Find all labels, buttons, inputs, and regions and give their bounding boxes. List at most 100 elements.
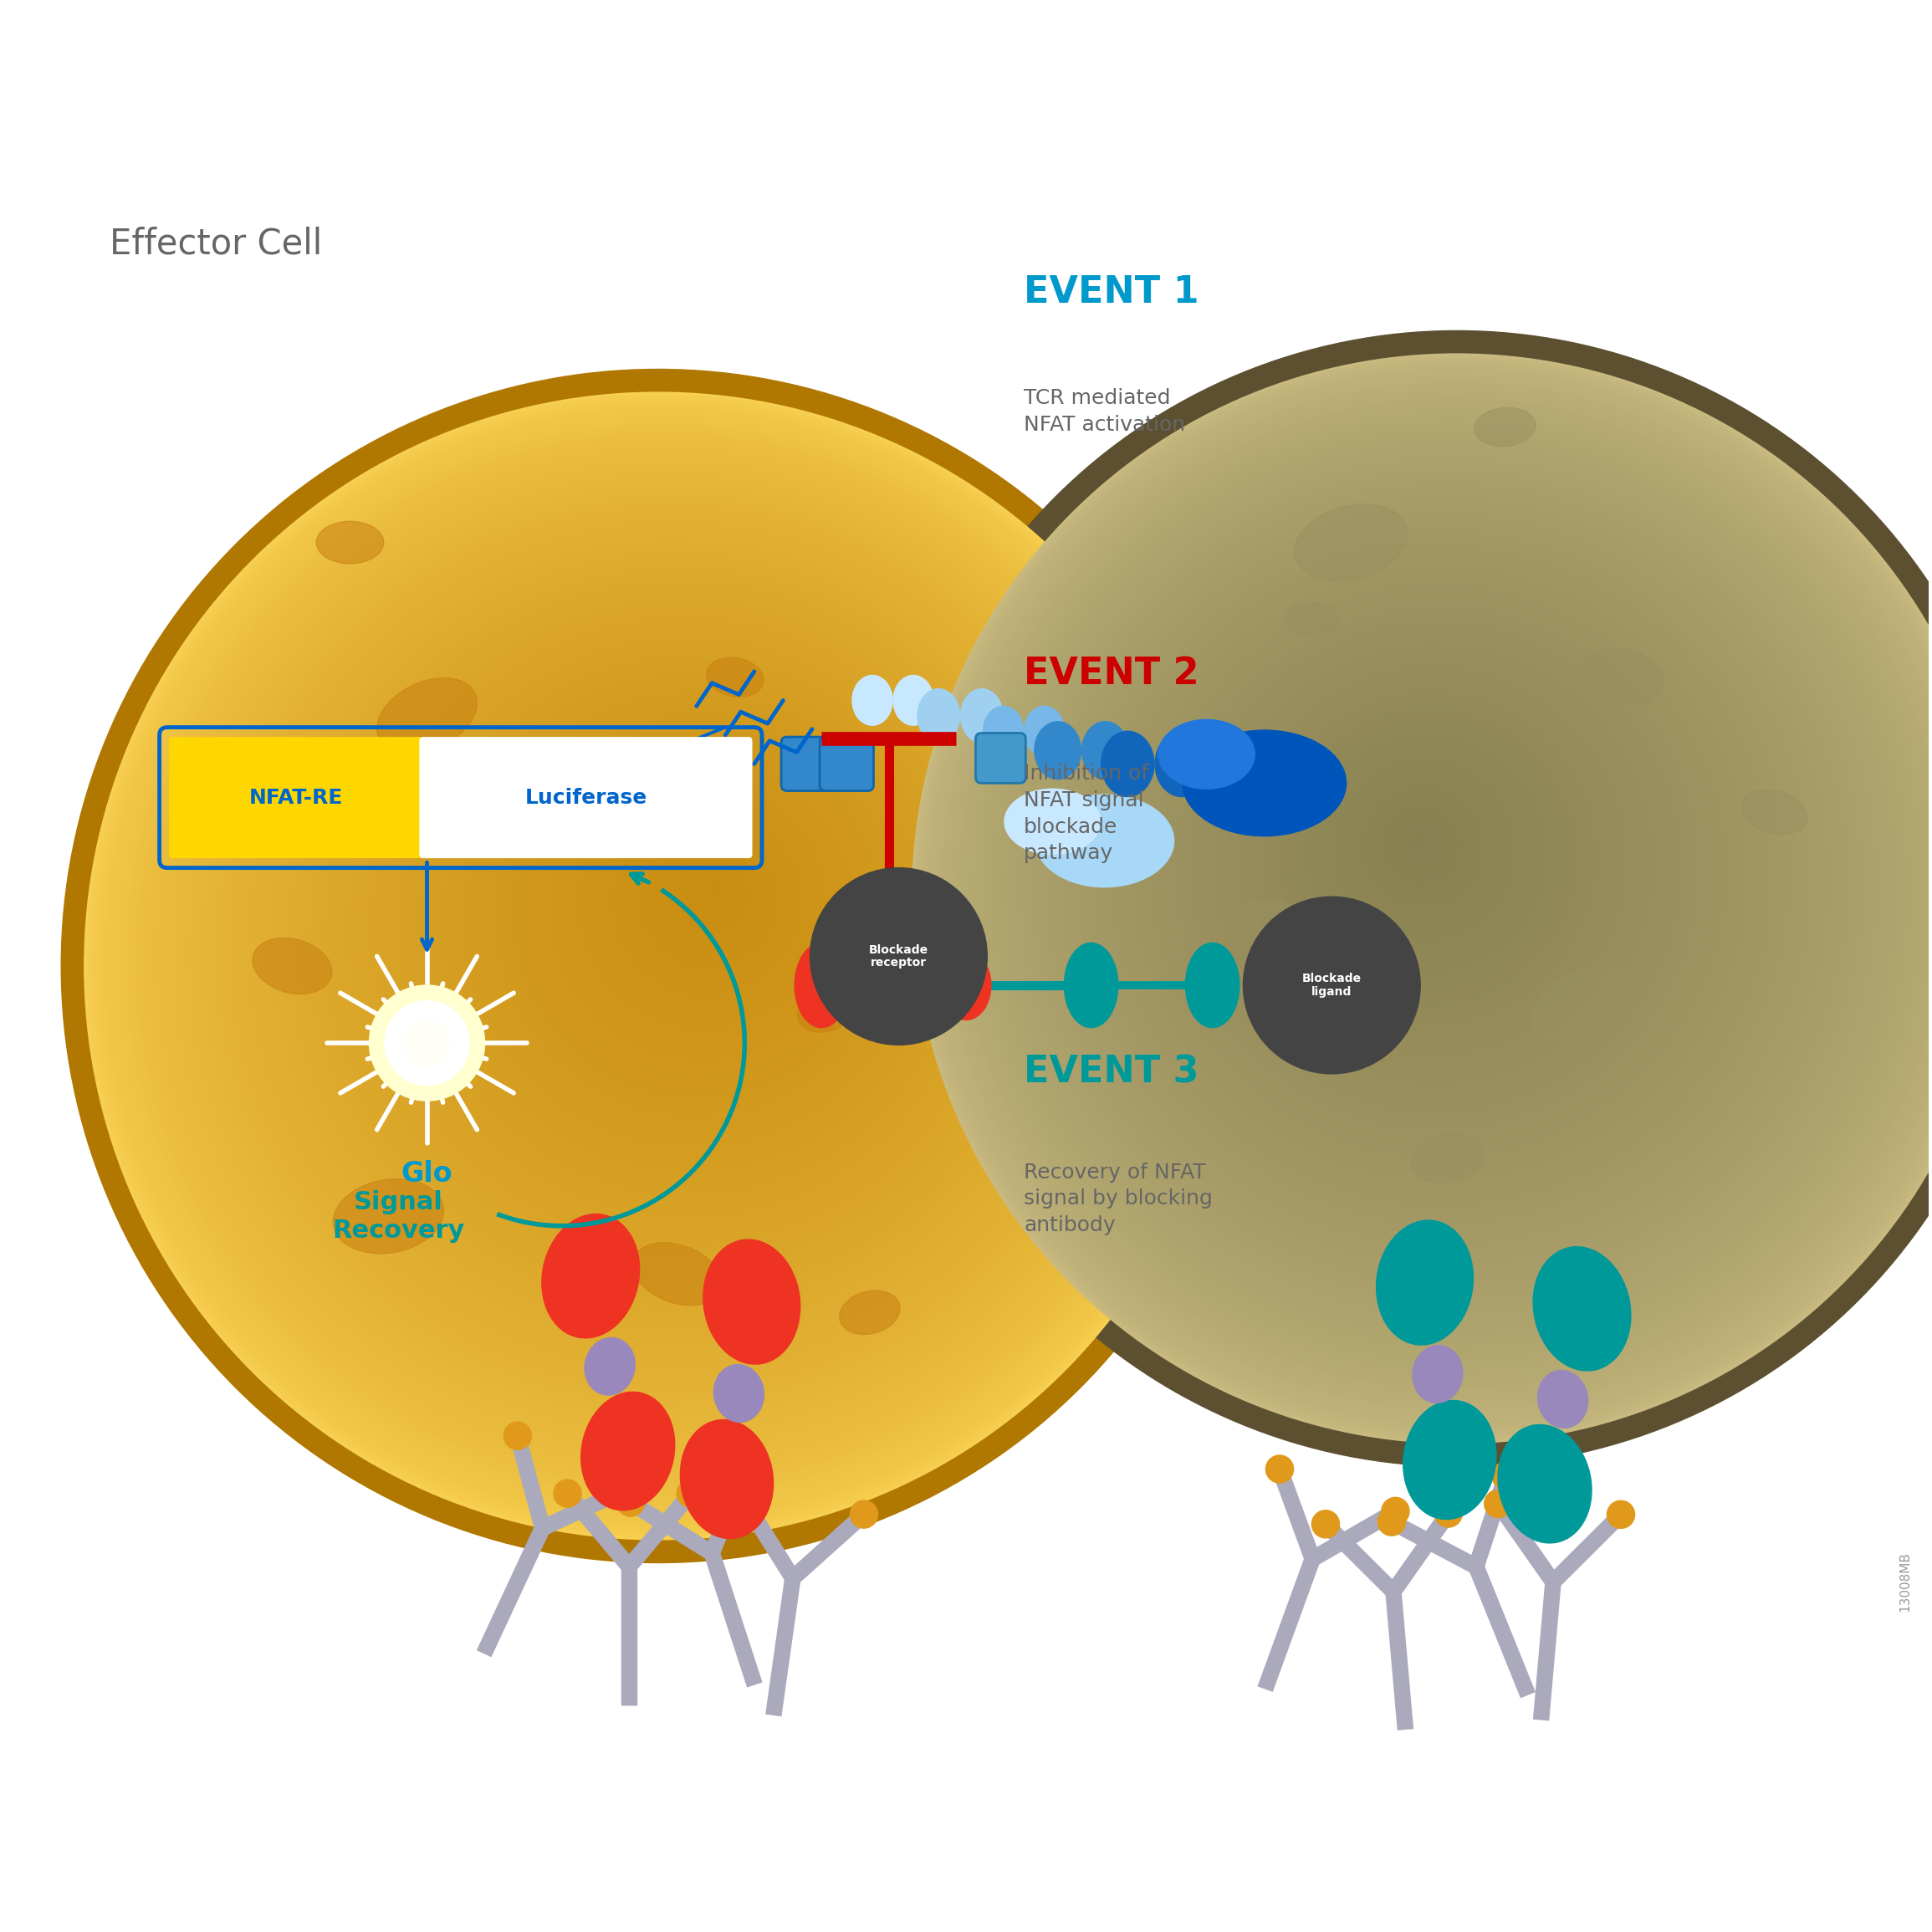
Circle shape (1126, 560, 1754, 1188)
Circle shape (1358, 782, 1488, 914)
Circle shape (1406, 829, 1434, 856)
Circle shape (1018, 456, 1880, 1318)
Circle shape (1229, 659, 1636, 1066)
Circle shape (276, 543, 1074, 1341)
Text: Blockade
receptor: Blockade receptor (869, 945, 929, 968)
Circle shape (508, 724, 887, 1103)
Circle shape (1001, 439, 1899, 1339)
Circle shape (180, 468, 1153, 1441)
Circle shape (1165, 597, 1710, 1142)
Circle shape (616, 1490, 645, 1517)
Circle shape (270, 539, 1080, 1349)
Circle shape (1308, 734, 1548, 974)
Ellipse shape (707, 657, 763, 697)
Ellipse shape (1376, 1221, 1474, 1345)
Circle shape (87, 394, 1229, 1536)
Circle shape (605, 802, 806, 1003)
Circle shape (1271, 699, 1588, 1016)
FancyBboxPatch shape (819, 736, 873, 790)
Circle shape (294, 556, 1061, 1325)
Circle shape (265, 533, 1084, 1354)
Circle shape (1088, 522, 1801, 1236)
Ellipse shape (1065, 943, 1119, 1028)
Circle shape (122, 421, 1200, 1501)
Circle shape (1267, 696, 1594, 1022)
Circle shape (912, 354, 1932, 1443)
Circle shape (545, 755, 856, 1065)
Circle shape (334, 589, 1028, 1283)
Circle shape (1041, 477, 1853, 1291)
Circle shape (937, 379, 1932, 1414)
Ellipse shape (794, 943, 848, 1028)
Circle shape (1084, 520, 1803, 1238)
Circle shape (116, 417, 1206, 1507)
Circle shape (1242, 896, 1420, 1074)
Ellipse shape (1410, 1134, 1484, 1182)
Circle shape (609, 804, 804, 999)
Circle shape (985, 425, 1917, 1356)
Circle shape (182, 469, 1151, 1439)
Ellipse shape (852, 676, 893, 724)
Circle shape (1179, 609, 1696, 1126)
Ellipse shape (317, 522, 384, 564)
Circle shape (284, 549, 1068, 1335)
Circle shape (1293, 719, 1565, 991)
Circle shape (694, 871, 734, 912)
Circle shape (185, 471, 1150, 1435)
Circle shape (1607, 1501, 1634, 1528)
Ellipse shape (873, 951, 923, 1020)
Circle shape (419, 655, 958, 1194)
Circle shape (361, 611, 1005, 1254)
Circle shape (299, 560, 1057, 1318)
Circle shape (709, 885, 721, 896)
Circle shape (400, 641, 974, 1215)
Circle shape (1034, 471, 1862, 1298)
Circle shape (962, 402, 1932, 1383)
Circle shape (713, 887, 719, 893)
Circle shape (1150, 583, 1727, 1161)
Ellipse shape (1101, 730, 1153, 796)
Circle shape (678, 860, 746, 927)
Circle shape (1221, 651, 1646, 1076)
Circle shape (649, 837, 771, 958)
Circle shape (1246, 676, 1617, 1045)
Circle shape (102, 408, 1215, 1520)
Circle shape (603, 800, 810, 1007)
Circle shape (381, 626, 989, 1235)
Circle shape (539, 750, 860, 1070)
Circle shape (543, 752, 858, 1068)
Circle shape (1215, 645, 1652, 1082)
Text: TCR mediated
NFAT activation: TCR mediated NFAT activation (1024, 388, 1184, 435)
Circle shape (166, 456, 1165, 1455)
Circle shape (583, 784, 825, 1026)
Circle shape (147, 442, 1180, 1474)
Ellipse shape (541, 1213, 639, 1339)
Circle shape (925, 365, 1932, 1428)
Circle shape (518, 732, 879, 1094)
Circle shape (1175, 607, 1698, 1130)
Ellipse shape (1082, 721, 1128, 779)
Circle shape (999, 437, 1903, 1341)
Circle shape (1208, 639, 1660, 1092)
Circle shape (1320, 746, 1532, 958)
Circle shape (1007, 444, 1893, 1331)
Circle shape (110, 412, 1211, 1513)
Circle shape (369, 616, 999, 1246)
Circle shape (1082, 518, 1806, 1242)
Circle shape (665, 850, 757, 941)
Circle shape (404, 1020, 450, 1066)
Circle shape (533, 746, 866, 1078)
Circle shape (1378, 1509, 1405, 1536)
Circle shape (450, 680, 933, 1163)
Circle shape (1321, 748, 1530, 954)
Circle shape (290, 554, 1065, 1327)
Circle shape (974, 412, 1932, 1372)
Circle shape (129, 427, 1196, 1493)
Ellipse shape (1538, 1370, 1588, 1428)
Circle shape (1414, 837, 1424, 846)
Circle shape (1171, 603, 1704, 1136)
Circle shape (616, 1474, 643, 1501)
Circle shape (1016, 454, 1882, 1320)
Circle shape (1196, 626, 1675, 1105)
Ellipse shape (1036, 794, 1175, 887)
